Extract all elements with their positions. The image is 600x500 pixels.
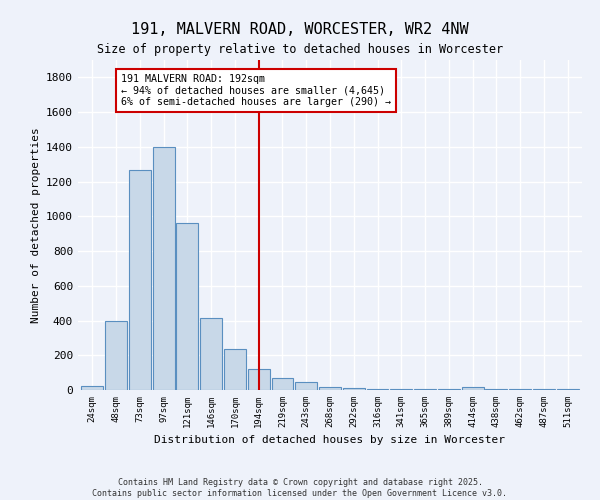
Bar [200, 318, 222, 390]
Bar [438, 389, 460, 390]
Bar [509, 389, 531, 390]
Bar [152, 147, 175, 390]
Bar [129, 170, 151, 390]
Text: Size of property relative to detached houses in Worcester: Size of property relative to detached ho… [97, 42, 503, 56]
Bar [105, 322, 127, 390]
Bar [82, 386, 103, 390]
Bar [533, 389, 555, 390]
Bar [462, 388, 484, 390]
Bar [295, 382, 317, 390]
Bar [176, 224, 198, 390]
Bar [224, 349, 246, 390]
X-axis label: Distribution of detached houses by size in Worcester: Distribution of detached houses by size … [155, 436, 505, 446]
Bar [248, 369, 269, 390]
Bar [343, 388, 365, 390]
Bar [414, 389, 436, 390]
Bar [367, 389, 388, 390]
Bar [557, 389, 578, 390]
Text: 191 MALVERN ROAD: 192sqm
← 94% of detached houses are smaller (4,645)
6% of semi: 191 MALVERN ROAD: 192sqm ← 94% of detach… [121, 74, 391, 107]
Bar [319, 386, 341, 390]
Bar [485, 389, 508, 390]
Bar [272, 378, 293, 390]
Bar [391, 389, 412, 390]
Text: Contains HM Land Registry data © Crown copyright and database right 2025.
Contai: Contains HM Land Registry data © Crown c… [92, 478, 508, 498]
Text: 191, MALVERN ROAD, WORCESTER, WR2 4NW: 191, MALVERN ROAD, WORCESTER, WR2 4NW [131, 22, 469, 38]
Y-axis label: Number of detached properties: Number of detached properties [31, 127, 41, 323]
